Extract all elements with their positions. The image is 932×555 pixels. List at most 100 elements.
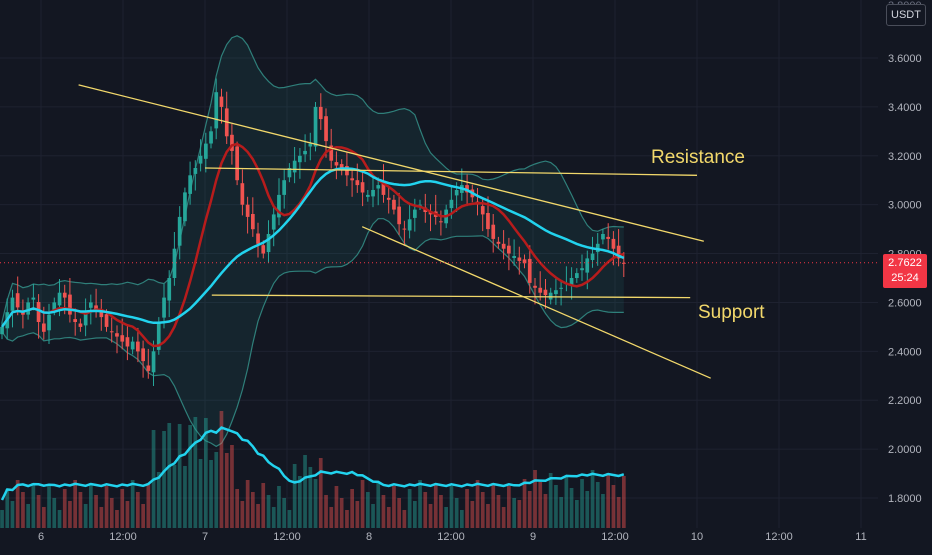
time-axis[interactable]: 6 12:00 7 12:00 8 12:00 9 12:00 10 12:00 11 [0, 528, 932, 550]
volume-bar [162, 431, 166, 528]
candle-body [125, 337, 130, 347]
volume-bar [303, 455, 307, 528]
volume-bar [251, 492, 255, 528]
price-tick-label: 2.0000 [888, 444, 922, 456]
candle-body [0, 326, 4, 335]
volume-bar [533, 470, 537, 528]
volume-bar [308, 467, 313, 528]
volume-bar [392, 486, 396, 528]
volume-bar [245, 480, 250, 528]
candle-body [392, 199, 396, 210]
candle-body [10, 297, 15, 311]
volume-bar [26, 504, 30, 528]
candle-body [616, 245, 621, 259]
candle-body [360, 182, 365, 193]
candle-body [439, 221, 443, 223]
volume-bar [271, 507, 276, 528]
volume-bar [595, 482, 600, 528]
candle-body [167, 278, 172, 301]
volume-bar [517, 500, 522, 528]
volume-bar [73, 480, 77, 528]
volume-bar [125, 501, 130, 528]
candle-body [172, 248, 177, 278]
candle-body [115, 333, 119, 337]
volume-bar [345, 510, 349, 528]
candle-body [219, 96, 224, 107]
volume-bar [240, 501, 245, 528]
volume-bar [99, 507, 104, 528]
volume-bar [601, 494, 605, 528]
volume-bar [167, 423, 172, 528]
volume-bar [57, 510, 62, 528]
volume-bar [339, 498, 344, 528]
candle-body [73, 319, 77, 322]
candle-body [559, 287, 563, 289]
candle-body [580, 268, 584, 271]
price-tick-label: 3.0000 [888, 200, 922, 212]
candle-body [517, 257, 522, 261]
time-tick-label: 9 [530, 531, 536, 543]
volume-bar [47, 486, 51, 528]
volume-bar [292, 464, 297, 528]
candle-body [183, 192, 187, 222]
candle-body [324, 116, 328, 142]
volume-bar [198, 459, 203, 528]
volume-bar [136, 492, 140, 528]
volume-bar [204, 418, 208, 528]
volume-bar [548, 473, 553, 528]
volume-bar [543, 494, 548, 528]
candle-body [522, 259, 527, 264]
resistance-line [204, 167, 698, 176]
volume-bar [575, 500, 579, 528]
volume-bar [486, 504, 490, 528]
candle-body [622, 262, 626, 264]
candle-body [418, 204, 422, 206]
candle-body [298, 155, 302, 163]
candle-body [334, 162, 339, 166]
candle-body [350, 178, 354, 181]
volume-bar [313, 479, 318, 528]
candle-body [381, 180, 386, 195]
volume-bar [230, 445, 234, 528]
volume-bar [15, 480, 20, 528]
candle-body [62, 292, 67, 298]
volume-bar [334, 486, 339, 528]
candle-body [42, 323, 46, 332]
candle-body [235, 146, 239, 181]
volume-bar [564, 476, 569, 528]
volume-bar [507, 486, 511, 528]
volume-bar [428, 504, 433, 528]
volume-bar [177, 424, 182, 528]
candle-body [428, 212, 433, 215]
currency-label[interactable]: USDT [886, 4, 926, 26]
volume-bar [397, 498, 401, 528]
volume-bar [407, 489, 412, 528]
volume-bar [36, 495, 41, 528]
volume-bar [439, 495, 443, 528]
candle-body [83, 312, 88, 326]
volume-bar [418, 480, 422, 528]
candle-body [292, 160, 297, 173]
volume-bar [496, 495, 501, 528]
candle-body [590, 253, 595, 260]
candle-body [193, 168, 198, 174]
candle-body [47, 314, 51, 331]
volume-bar [475, 480, 480, 528]
volume-bar [622, 476, 626, 528]
volume-bar [616, 497, 621, 528]
candle-body [36, 302, 41, 322]
volume-bar [512, 498, 516, 528]
volume-bar [68, 501, 72, 528]
candle-body [397, 206, 401, 225]
bollinger-lower [1, 218, 624, 448]
volume-bar [209, 460, 213, 528]
volume-bar [381, 495, 386, 528]
volume-bar [287, 510, 292, 528]
channel-upper-line [78, 84, 704, 242]
candle-body [89, 302, 93, 308]
candle-body [156, 322, 161, 350]
candle-body [204, 143, 208, 159]
candle-body [240, 183, 245, 205]
time-tick-label: 6 [38, 531, 44, 543]
